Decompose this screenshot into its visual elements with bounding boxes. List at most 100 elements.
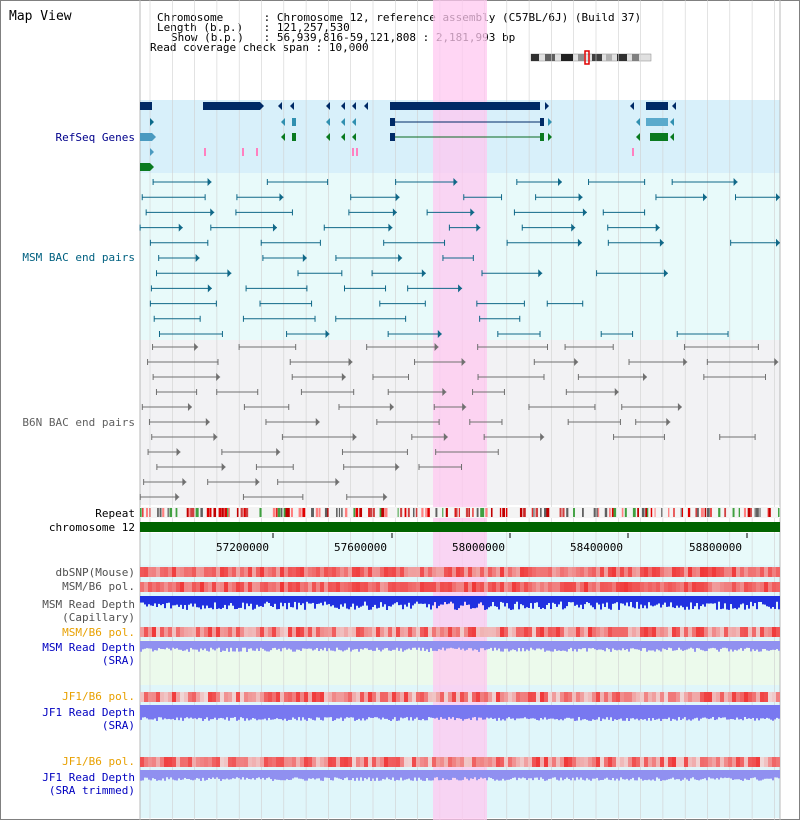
chromosome-bar[interactable] — [140, 522, 780, 532]
depth-bar — [320, 641, 322, 649]
heat-cell — [752, 582, 756, 592]
heat-cell — [436, 567, 440, 577]
depth-bar — [472, 596, 474, 609]
depth-bar — [478, 596, 480, 604]
repeat-element — [544, 508, 547, 517]
depth-bar — [410, 641, 412, 650]
bac-pair-arrow — [776, 238, 780, 247]
depth-bar — [746, 705, 748, 719]
heat-cell — [588, 757, 592, 767]
depth-bar — [600, 770, 602, 781]
heat-cell — [604, 567, 608, 577]
depth-bar — [482, 770, 484, 779]
heat-cell — [232, 757, 236, 767]
heat-cell — [704, 627, 708, 637]
jf1-b6-pol-trimmed-heatmap[interactable] — [140, 757, 780, 767]
heat-cell — [756, 692, 760, 702]
heat-cell — [744, 692, 748, 702]
depth-bar — [710, 596, 712, 604]
heat-cell — [468, 567, 472, 577]
chromosome-ideogram[interactable] — [530, 50, 652, 65]
heat-cell — [308, 692, 312, 702]
msm-b6-pol-heatmap[interactable] — [140, 582, 780, 592]
heat-cell — [596, 567, 600, 577]
depth-bar — [292, 770, 294, 779]
depth-bar — [580, 596, 582, 605]
heat-cell — [392, 627, 396, 637]
depth-bar — [660, 641, 662, 652]
heat-cell — [152, 582, 156, 592]
msm-read-depth-sra[interactable] — [140, 641, 780, 652]
depth-bar — [560, 641, 562, 652]
jf1-read-depth-sra-trimmed[interactable] — [140, 770, 780, 781]
dbsnp-heatmap[interactable] — [140, 567, 780, 577]
depth-bar — [644, 705, 646, 720]
bac-pair-arrow — [462, 403, 467, 411]
heat-cell — [168, 567, 172, 577]
heat-cell — [180, 627, 184, 637]
jf1-read-depth-sra[interactable] — [140, 705, 780, 721]
depth-bar — [386, 705, 388, 719]
heat-cell — [180, 757, 184, 767]
msm-read-depth-capillary[interactable] — [140, 596, 780, 610]
depth-bar — [644, 641, 646, 649]
repeat-element — [533, 508, 535, 517]
depth-bar — [642, 770, 644, 781]
heat-cell — [580, 567, 584, 577]
repeat-track[interactable] — [140, 508, 780, 517]
bac-pair-arrow — [578, 193, 583, 202]
depth-bar — [160, 770, 162, 781]
heat-cell — [380, 757, 384, 767]
heat-cell — [484, 627, 488, 637]
msm-b6-pol-sra-heatmap[interactable] — [140, 627, 780, 637]
repeat-element — [227, 508, 229, 517]
depth-bar — [458, 705, 460, 719]
heat-cell — [280, 582, 284, 592]
heat-cell — [472, 757, 476, 767]
depth-bar — [324, 596, 326, 602]
depth-bar — [704, 705, 706, 718]
heat-cell — [580, 757, 584, 767]
depth-bar — [768, 596, 770, 607]
heat-cell — [336, 567, 340, 577]
depth-bar — [578, 705, 580, 718]
depth-bar — [348, 705, 350, 718]
repeat-element — [372, 508, 375, 517]
heat-cell — [312, 627, 316, 637]
heat-cell — [180, 692, 184, 702]
heat-cell — [520, 567, 524, 577]
msm-bac-track[interactable] — [139, 178, 780, 338]
heat-cell — [600, 567, 604, 577]
heat-cell — [256, 567, 260, 577]
depth-bar — [254, 705, 256, 719]
depth-bar — [186, 596, 188, 610]
repeat-element — [188, 508, 190, 517]
depth-bar — [376, 641, 378, 648]
depth-bar — [752, 770, 754, 778]
refseq-gene-track[interactable] — [140, 102, 676, 171]
depth-bar — [586, 641, 588, 652]
heat-cell — [292, 567, 296, 577]
heat-cell — [200, 582, 204, 592]
depth-bar — [738, 705, 740, 720]
depth-bar — [616, 770, 618, 779]
depth-bar — [394, 641, 396, 650]
depth-bar — [508, 705, 510, 718]
depth-bar — [398, 596, 400, 606]
depth-bar — [530, 596, 532, 604]
jf1-b6-pol-heatmap[interactable] — [140, 692, 780, 702]
depth-bar — [498, 770, 500, 781]
depth-bar — [764, 596, 766, 605]
heat-cell — [536, 627, 540, 637]
depth-bar — [202, 641, 204, 651]
depth-bar — [204, 705, 206, 720]
repeat-element — [280, 508, 283, 517]
depth-bar — [650, 596, 652, 606]
depth-bar — [194, 596, 196, 604]
depth-bar — [768, 641, 770, 651]
depth-bar — [490, 641, 492, 648]
depth-bar — [724, 770, 726, 778]
heat-cell — [596, 757, 600, 767]
b6n-bac-track[interactable] — [139, 343, 779, 501]
